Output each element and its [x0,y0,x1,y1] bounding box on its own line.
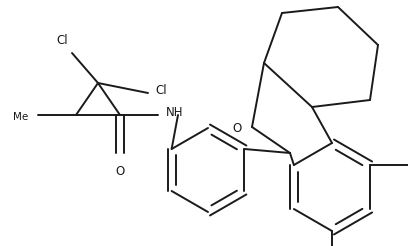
Text: Cl: Cl [155,84,166,97]
Text: O: O [233,122,242,135]
Text: Cl: Cl [57,34,68,47]
Text: Me: Me [13,112,28,122]
Text: O: O [115,165,125,178]
Text: NH: NH [166,107,183,120]
